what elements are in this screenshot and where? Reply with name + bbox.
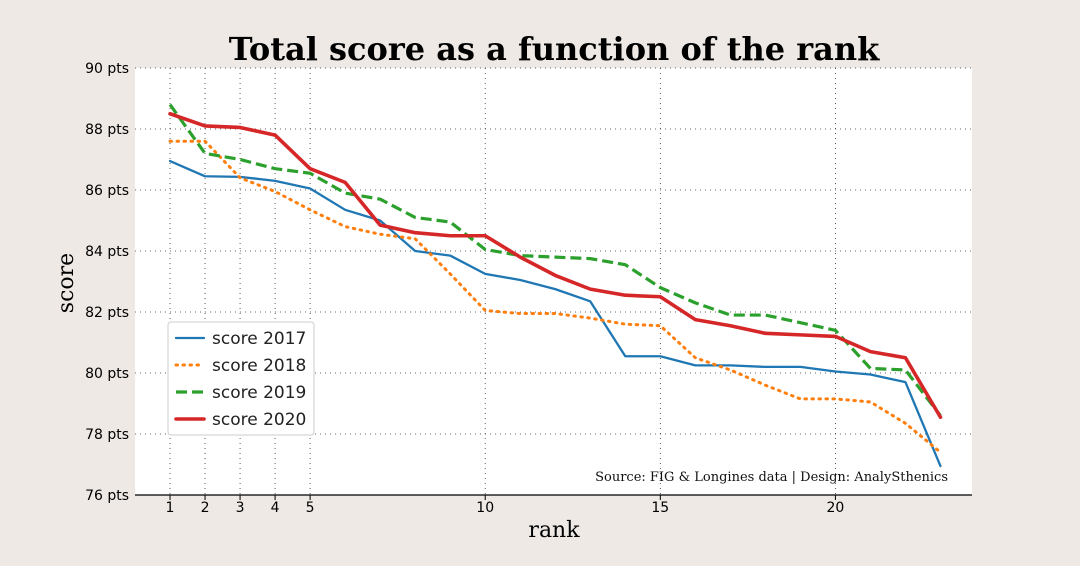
x-tick-label: 15 [651, 500, 669, 516]
legend-items: score 2017 score 2018 score 2019 score 2020 [174, 329, 306, 430]
x-axis-label: rank [528, 518, 580, 543]
y-tick-label: 76 pts [85, 488, 129, 504]
legend-entry: score 2019 [212, 383, 306, 403]
x-tick-layer: 1 2 3 4 5 10 15 20 [166, 495, 845, 516]
y-tick-label: 84 pts [85, 244, 129, 260]
x-tick-label: 4 [271, 500, 280, 516]
y-tick-label: 88 pts [85, 122, 129, 138]
legend-entry: score 2017 [212, 329, 306, 349]
x-tick-label: 10 [476, 500, 494, 516]
chart-title: Total score as a function of the rank [229, 30, 880, 68]
x-tick-label: 3 [236, 500, 245, 516]
legend-entry: score 2020 [212, 410, 306, 430]
series-line-score-2020 [168, 111, 943, 420]
x-tick-label: 2 [201, 500, 210, 516]
source-note: Source: FIG & Longines data | Design: An… [595, 470, 948, 485]
y-tick-label: 78 pts [85, 427, 129, 443]
y-tick-label: 86 pts [85, 183, 129, 199]
y-tick-layer: 76 pts 78 pts 80 pts 82 pts 84 pts 86 pts 88 p… [85, 61, 129, 504]
x-tick-label: 20 [827, 500, 845, 516]
x-tick-label: 5 [306, 500, 315, 516]
legend-entry: score 2018 [212, 356, 306, 376]
series-line-score-2017 [168, 159, 942, 468]
legend-box [167, 321, 315, 436]
y-tick-label: 90 pts [85, 61, 129, 77]
x-tick-label: 1 [166, 500, 175, 516]
y-tick-label: 82 pts [85, 305, 129, 321]
y-tick-label: 80 pts [85, 366, 129, 382]
legend: score 2017 score 2018 score 2019 score 2020 [167, 321, 315, 436]
series-line-score-2018 [168, 139, 942, 454]
series-layer [168, 103, 943, 468]
y-axis-label: score [54, 253, 79, 313]
series-line-score-2019 [168, 103, 942, 417]
